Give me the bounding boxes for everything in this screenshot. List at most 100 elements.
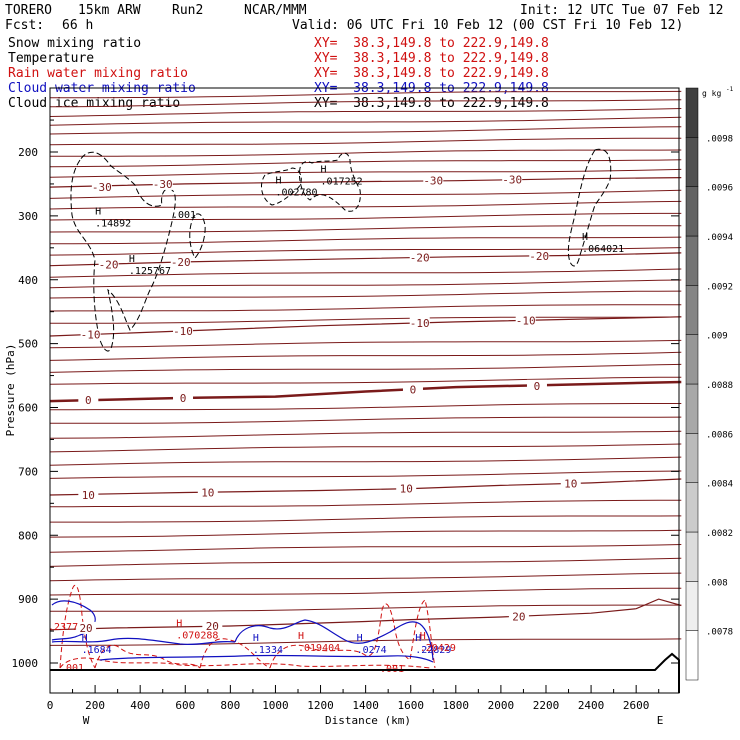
colorbar-label: .008	[706, 578, 728, 588]
isotherm-label: 10	[82, 489, 95, 502]
isotherm-20	[49, 598, 682, 631]
colorbar-segment	[685, 482, 699, 533]
isotherm--20	[49, 252, 682, 267]
isotherm-line	[49, 363, 682, 373]
rain-max-value: .070288	[176, 630, 218, 641]
colorbar-segment	[685, 235, 699, 286]
y-tick-label: 600	[18, 402, 38, 415]
cloud-water-contour	[51, 637, 236, 646]
y-tick-label: 200	[18, 146, 38, 159]
x-tick-label: 600	[175, 699, 195, 712]
isotherm--30	[49, 177, 682, 188]
colorbar-segment	[685, 383, 699, 434]
x-tick-label: 1200	[307, 699, 334, 712]
isotherm-label: 10	[400, 483, 413, 496]
isotherm-label: 0	[85, 394, 92, 407]
snow-max-h: H	[275, 176, 281, 187]
rain-max-value: .20429	[420, 643, 456, 654]
snow-contour-east-plume	[567, 148, 612, 267]
isotherm-label: -10	[410, 317, 430, 330]
isotherm-line	[50, 515, 682, 523]
y-tick-label: 700	[18, 465, 38, 478]
cloud-water-max-h: H	[357, 633, 363, 644]
temperature-isotherms	[49, 90, 682, 646]
y-axis-label: Pressure (hPa)	[4, 344, 17, 437]
rain-max-h: H	[176, 618, 182, 629]
snow-max-h: H	[129, 254, 135, 265]
isotherm-line	[50, 149, 682, 157]
y-tick-label: 300	[18, 210, 38, 223]
colorbar-segment	[685, 137, 699, 187]
colorbar-segment	[685, 285, 699, 335]
isotherm-label: -10	[516, 315, 536, 328]
field-cloudice-xy: XY= 38.3,149.8 to 222.9,149.8	[314, 96, 549, 111]
isotherm-label-bg	[98, 258, 119, 271]
small-label: .2377	[48, 622, 78, 633]
isotherm-line	[49, 268, 682, 278]
isotherm-label-bg	[423, 174, 444, 187]
isotherm-line	[49, 116, 682, 126]
run-name: Run2	[172, 3, 204, 18]
snow-max-h: H	[582, 232, 588, 243]
init-time: Init: 12 UTC Tue 07 Feb 12	[520, 3, 724, 18]
rain-contour	[269, 599, 436, 669]
isotherm-label-bg	[526, 379, 547, 392]
x-end-label-east: E	[657, 714, 664, 727]
isotherm-label-bg	[560, 477, 581, 490]
x-tick-label: 2200	[533, 699, 560, 712]
colorbar-label: .0098	[706, 134, 733, 144]
rain-max-h: H	[420, 631, 426, 642]
field-temperature-name: Temperature	[8, 51, 95, 66]
isotherm-line	[49, 99, 682, 108]
y-tick-label: 1000	[12, 657, 39, 670]
isotherm-label-bg	[173, 391, 194, 404]
isotherm-label-bg	[173, 324, 194, 337]
isotherm-line	[49, 572, 682, 582]
x-tick-label: 1600	[397, 699, 424, 712]
plot-frame	[49, 87, 680, 694]
x-tick-label: 400	[130, 699, 150, 712]
isotherm-line	[49, 430, 682, 439]
isotherm-line	[49, 470, 682, 479]
isotherm-label-bg	[91, 181, 112, 194]
isotherm-line	[49, 168, 682, 178]
isotherm-line	[49, 108, 682, 117]
cloud-water-max-value: .22829	[415, 645, 451, 656]
isotherm-label-bg	[76, 621, 97, 634]
isotherm-label-bg	[202, 619, 223, 632]
isotherm-line	[49, 456, 682, 466]
isotherm-label-bg	[502, 173, 523, 186]
rain-contour	[59, 584, 96, 669]
isotherm-line	[49, 159, 682, 168]
snow-max-h: H	[95, 206, 101, 217]
isotherm-line	[49, 499, 682, 508]
colorbar-label: .0086	[706, 430, 733, 440]
rain-contours	[59, 584, 436, 669]
isotherm-label-bg	[78, 393, 99, 406]
isotherm-line	[49, 247, 682, 256]
isotherm-line	[49, 557, 682, 567]
isotherm-line	[49, 376, 682, 385]
isotherm-10	[49, 478, 682, 496]
colorbar-segment	[685, 87, 699, 138]
rain-contour	[199, 638, 271, 669]
isotherm-label: 20	[79, 622, 92, 635]
snow-contour-center-b	[299, 152, 361, 212]
colorbar-label: .0096	[706, 184, 733, 194]
cloud-water-max-value: .1334	[253, 645, 283, 656]
isotherm-line	[50, 236, 682, 245]
isotherm-label: -20	[529, 250, 549, 263]
isotherm-label: 0	[180, 392, 187, 405]
snow-contour-left-cloud	[70, 151, 176, 352]
colorbar-label: .0084	[706, 480, 733, 490]
colorbar-label: .0082	[706, 529, 733, 539]
isotherm-label-bg	[508, 610, 529, 623]
isotherm-line	[50, 638, 682, 646]
x-tick-label: 200	[85, 699, 105, 712]
isotherm-label: -20	[171, 256, 191, 269]
isotherm-line	[50, 90, 682, 99]
forecast-label: Fcst:	[5, 18, 45, 33]
colorbar-segment	[685, 186, 699, 237]
isotherm-label: 10	[201, 486, 214, 499]
